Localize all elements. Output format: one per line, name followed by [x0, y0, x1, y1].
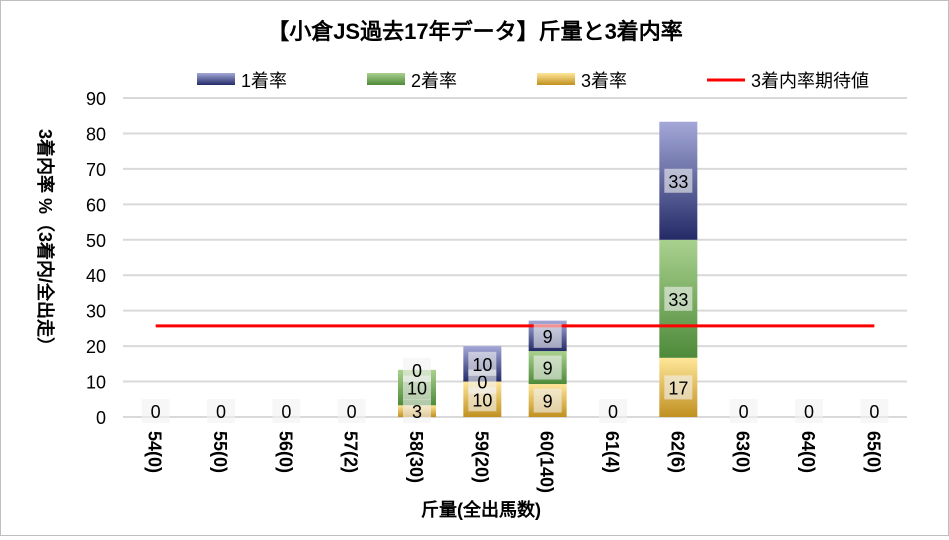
y-axis-label: 3着内率 %（3着内/全出走） [35, 129, 56, 355]
data-label-bg [533, 355, 562, 380]
data-label-bg [729, 399, 758, 423]
y-tick-label: 0 [96, 408, 106, 428]
legend-swatch [537, 73, 575, 85]
data-label: 0 [477, 373, 487, 393]
x-tick-label: 62(6) [667, 431, 687, 473]
data-label-bg [468, 351, 497, 376]
chart-title: 【小倉JS過去17年データ】斤量と3着内率 [267, 19, 683, 44]
data-label: 0 [216, 402, 226, 422]
legend: 1着率 2着率 3着率 3着内率期待値 [197, 71, 869, 91]
data-label: 0 [739, 402, 749, 422]
data-label-bg [664, 375, 693, 400]
data-label-bg [860, 399, 889, 423]
data-label: 0 [151, 402, 161, 422]
y-tick-label: 70 [86, 160, 106, 180]
data-label: 9 [543, 392, 553, 412]
data-label: 0 [347, 402, 357, 422]
x-tick-label: 56(0) [275, 431, 295, 473]
y-tick-label: 90 [86, 89, 106, 109]
data-label-bg [533, 323, 562, 348]
data-label-bg [337, 399, 366, 423]
y-tick-label: 50 [86, 231, 106, 251]
y-tick-label: 40 [86, 266, 106, 286]
data-label-bg [403, 399, 431, 424]
x-tick-label: 58(30) [406, 431, 426, 483]
legend-swatch [197, 73, 235, 85]
data-label: 0 [804, 402, 814, 422]
legend-label: 1着率 [241, 71, 287, 91]
x-tick-label: 57(2) [341, 431, 361, 473]
data-label: 10 [472, 390, 492, 410]
y-tick-label: 30 [86, 302, 106, 322]
y-tick-label: 20 [86, 337, 106, 357]
x-tick-label: 65(0) [863, 431, 883, 473]
data-label-bg [795, 399, 823, 423]
legend-swatch [367, 73, 405, 85]
legend-label: 3着内率期待値 [751, 71, 869, 91]
data-label-bg [599, 399, 627, 423]
data-label-bg [664, 286, 693, 311]
x-tick-label: 61(4) [602, 431, 622, 473]
y-tick-label: 60 [86, 195, 106, 215]
x-tick-label: 59(20) [471, 431, 491, 483]
data-label: 9 [543, 327, 553, 347]
x-tick-label: 64(0) [798, 431, 818, 473]
data-label: 3 [412, 402, 422, 422]
legend-label: 3着率 [581, 71, 627, 91]
data-label: 33 [668, 290, 688, 310]
data-label: 9 [543, 359, 553, 379]
x-axis-label: 斤量(全出馬数) [421, 499, 541, 520]
y-tick-label: 10 [86, 373, 106, 393]
data-label: 10 [472, 355, 492, 375]
data-label-bg [664, 168, 693, 193]
data-label-bg [207, 399, 235, 423]
data-label: 0 [608, 402, 618, 422]
data-label-bg [403, 357, 431, 382]
data-label-bg [272, 399, 301, 423]
x-tick-label: 55(0) [210, 431, 230, 473]
data-label-bg [533, 388, 562, 413]
x-tick-label: 63(0) [733, 431, 753, 473]
data-label: 33 [668, 172, 688, 192]
data-label: 0 [412, 361, 422, 381]
x-tick-label: 54(0) [145, 431, 165, 473]
y-tick-label: 80 [86, 124, 106, 144]
data-label: 10 [407, 379, 427, 399]
x-tick-label: 60(140) [537, 431, 557, 493]
legend-label: 2着率 [411, 71, 457, 91]
data-label: 17 [668, 378, 688, 398]
data-label: 0 [869, 402, 879, 422]
data-label: 0 [281, 402, 291, 422]
data-label-bg [141, 399, 170, 423]
